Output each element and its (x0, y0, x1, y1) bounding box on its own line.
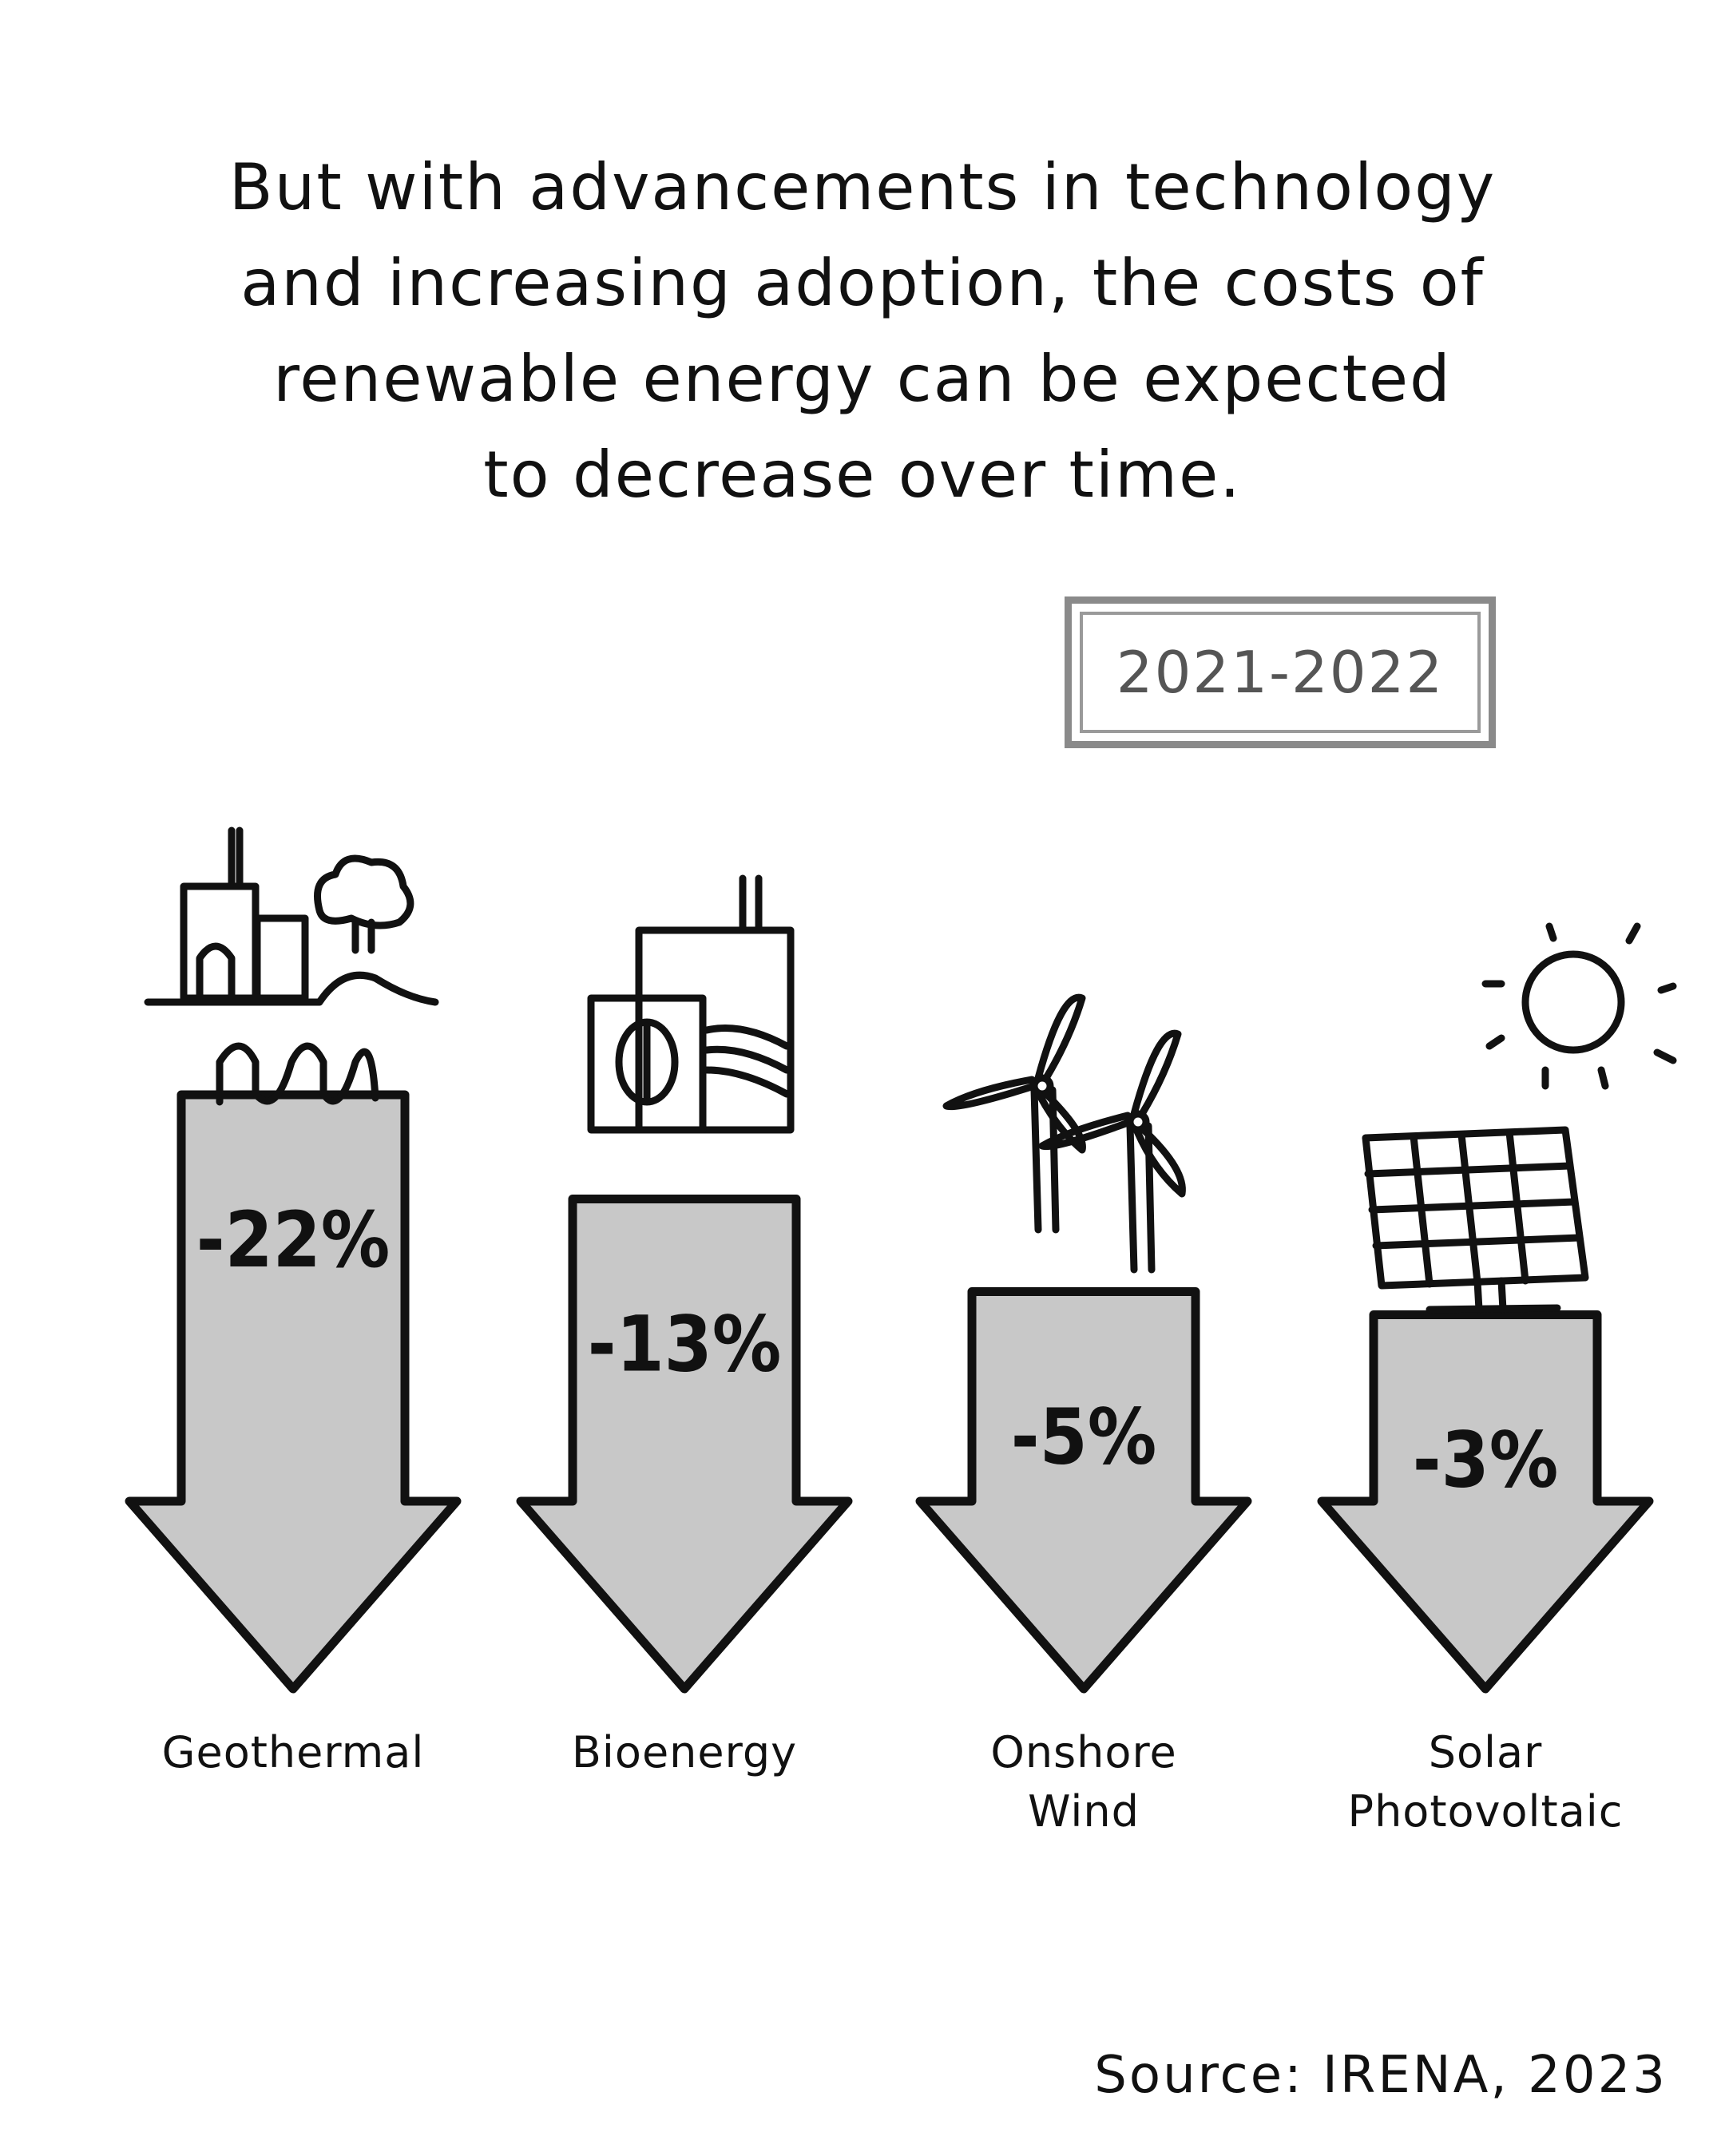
category-label: Solar Photovoltaic (1310, 1723, 1661, 1841)
category-label: Geothermal (117, 1723, 469, 1782)
arrow-geothermal (125, 1090, 462, 1694)
category-label-line: Photovoltaic (1347, 1786, 1624, 1837)
bioenergy-plant-icon (587, 874, 795, 1134)
headline-line: But with advancements in technology (228, 150, 1497, 224)
wind-turbines-icon (942, 993, 1186, 1274)
period-badge: 2021-2022 (1065, 596, 1496, 748)
category-label: Onshore Wind (908, 1723, 1259, 1841)
headline-line: to decrease over time. (483, 438, 1242, 512)
value-label: -3% (1413, 1416, 1558, 1505)
headline: But with advancements in technology and … (0, 140, 1725, 523)
value-label: -5% (1011, 1393, 1156, 1482)
arrow-bioenergy (516, 1195, 853, 1694)
arrow-onshore-wind (915, 1287, 1252, 1694)
value-label: -13% (588, 1300, 782, 1389)
arrow-layer (125, 1090, 1654, 1694)
category-label-line: Solar (1428, 1727, 1543, 1778)
category-label-line: Wind (1028, 1786, 1140, 1837)
category-label: Bioenergy (509, 1723, 860, 1782)
solar-panel-icon (1362, 922, 1677, 1314)
value-label: -22% (196, 1195, 391, 1285)
arrow-solar-photovoltaic (1317, 1310, 1654, 1694)
geothermal-plant-icon (144, 826, 439, 1106)
category-label-line: Geothermal (161, 1727, 425, 1778)
value-label-layer: -22% -13% -5% -3% (196, 1195, 1559, 1505)
headline-line: renewable energy can be expected (273, 342, 1452, 416)
source-note: Source: IRENA, 2023 (1094, 2046, 1668, 2105)
category-label-line: Bioenergy (571, 1727, 798, 1778)
category-label-line: Onshore (990, 1727, 1177, 1778)
headline-line: and increasing adoption, the costs of (240, 246, 1485, 320)
